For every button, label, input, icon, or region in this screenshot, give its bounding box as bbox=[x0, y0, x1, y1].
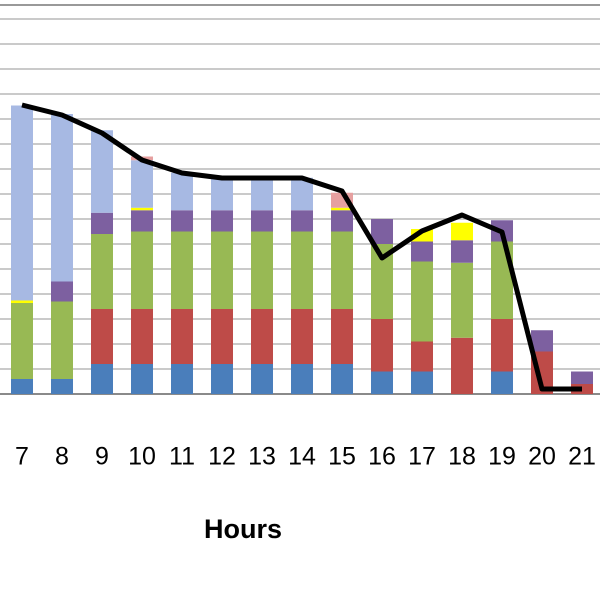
bar-segment bbox=[291, 177, 313, 211]
x-axis-title: Hours bbox=[204, 514, 282, 544]
x-tick-label: 21 bbox=[568, 443, 596, 471]
x-tick-label: 11 bbox=[169, 443, 195, 471]
labels: 7 8 9 10 11 12 13 14 15 16 17 18 19 20 21 bbox=[15, 443, 596, 471]
x-tick-label: 16 bbox=[368, 443, 396, 471]
bar-segment bbox=[131, 364, 153, 394]
x-tick-label: 14 bbox=[288, 443, 316, 471]
bar-segment bbox=[131, 231, 153, 309]
bar-segment bbox=[411, 261, 433, 342]
bar-segment bbox=[571, 371, 593, 384]
bar-segment bbox=[491, 371, 513, 394]
bar-segment bbox=[251, 210, 273, 232]
bar-segment bbox=[451, 262, 473, 338]
bar-segment bbox=[331, 207, 353, 211]
bar-segment bbox=[291, 309, 313, 364]
bar-segment bbox=[131, 207, 153, 211]
bar-segment bbox=[171, 210, 193, 232]
bar-segment bbox=[371, 219, 393, 244]
bar-segment bbox=[331, 210, 353, 232]
bar-segment bbox=[91, 130, 113, 213]
bar-segment bbox=[371, 371, 393, 394]
x-tick-label: 18 bbox=[448, 443, 476, 471]
bar-segment bbox=[331, 364, 353, 394]
bar-segment bbox=[91, 364, 113, 394]
bar-segment bbox=[211, 309, 233, 364]
bar-segment bbox=[51, 379, 73, 394]
bar-segment bbox=[531, 330, 553, 352]
x-tick-label: 7 bbox=[15, 443, 29, 471]
bar-segment bbox=[91, 309, 113, 364]
bar-segment bbox=[11, 300, 33, 303]
bar-segment bbox=[11, 379, 33, 394]
bar-segment bbox=[331, 231, 353, 309]
bar-segment bbox=[331, 309, 353, 364]
x-tick-label: 9 bbox=[95, 443, 109, 471]
bar-segment bbox=[411, 341, 433, 372]
bar-segment bbox=[51, 114, 73, 282]
bar-segment bbox=[51, 281, 73, 302]
bar-segment bbox=[131, 210, 153, 232]
x-tick-label: 8 bbox=[55, 443, 69, 471]
bar-segment bbox=[211, 231, 233, 309]
line-series bbox=[21, 102, 582, 392]
bar-segment bbox=[171, 231, 193, 309]
bar-segment bbox=[491, 319, 513, 372]
bar-segment bbox=[451, 337, 473, 394]
bar-segment bbox=[291, 231, 313, 309]
x-tick-label: 12 bbox=[208, 443, 236, 471]
bar-segment bbox=[371, 244, 393, 319]
bar-segment bbox=[91, 212, 113, 234]
x-tick-label: 20 bbox=[528, 443, 556, 471]
bar-segment bbox=[451, 240, 473, 263]
bar-segment bbox=[251, 231, 273, 309]
bar-segment bbox=[251, 364, 273, 394]
bar-segment bbox=[11, 105, 33, 301]
bar-segment bbox=[291, 364, 313, 394]
bar-segment bbox=[451, 222, 473, 241]
bar-segment bbox=[171, 364, 193, 394]
bar-segment bbox=[11, 303, 33, 379]
x-tick-label: 13 bbox=[248, 443, 276, 471]
bar-segment bbox=[211, 364, 233, 394]
bar-segment bbox=[411, 241, 433, 262]
bar-segment bbox=[51, 301, 73, 379]
bar-segment bbox=[251, 309, 273, 364]
lines bbox=[21, 102, 582, 392]
bar-segment bbox=[291, 210, 313, 232]
bar-segment bbox=[171, 309, 193, 364]
bar-segment bbox=[211, 177, 233, 211]
x-tick-label: 17 bbox=[408, 443, 436, 471]
x-tick-label: 19 bbox=[488, 443, 516, 471]
bar-segment bbox=[411, 371, 433, 394]
bar-segment bbox=[371, 319, 393, 372]
bar-segment bbox=[251, 177, 273, 211]
x-tick-label: 15 bbox=[328, 443, 356, 471]
bar-segment bbox=[211, 210, 233, 232]
x-tick-label: 10 bbox=[128, 443, 156, 471]
bar-segment bbox=[131, 160, 153, 208]
bar-segment bbox=[131, 309, 153, 364]
bar-segment bbox=[171, 172, 193, 211]
bar-segment bbox=[91, 234, 113, 309]
